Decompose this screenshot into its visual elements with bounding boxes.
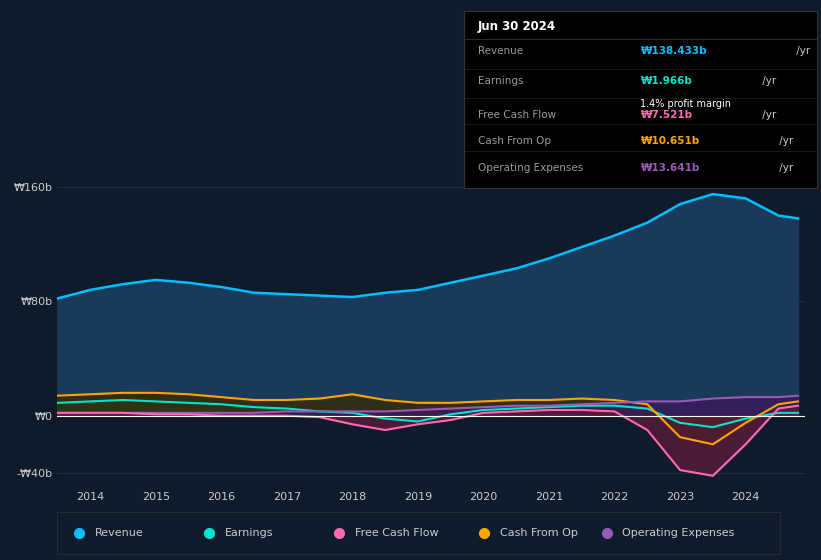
- Text: Jun 30 2024: Jun 30 2024: [478, 20, 556, 33]
- Text: Earnings: Earnings: [225, 529, 273, 538]
- Text: Earnings: Earnings: [478, 76, 524, 86]
- Text: /yr: /yr: [793, 46, 810, 57]
- Text: Free Cash Flow: Free Cash Flow: [478, 110, 556, 120]
- Text: Operating Expenses: Operating Expenses: [622, 529, 735, 538]
- Text: ₩1.966b: ₩1.966b: [640, 76, 692, 86]
- Text: /yr: /yr: [759, 110, 776, 120]
- Text: Cash From Op: Cash From Op: [500, 529, 577, 538]
- Text: Operating Expenses: Operating Expenses: [478, 163, 583, 173]
- Text: Cash From Op: Cash From Op: [478, 136, 551, 146]
- Text: Free Cash Flow: Free Cash Flow: [355, 529, 438, 538]
- Text: 1.4% profit margin: 1.4% profit margin: [640, 100, 732, 109]
- Text: ₩13.641b: ₩13.641b: [640, 163, 699, 173]
- Text: /yr: /yr: [776, 163, 793, 173]
- Text: Revenue: Revenue: [95, 529, 144, 538]
- Text: ₩7.521b: ₩7.521b: [640, 110, 692, 120]
- Text: Revenue: Revenue: [478, 46, 523, 57]
- Text: ₩138.433b: ₩138.433b: [640, 46, 707, 57]
- Text: ₩10.651b: ₩10.651b: [640, 136, 699, 146]
- Text: /yr: /yr: [776, 136, 793, 146]
- Text: /yr: /yr: [759, 76, 776, 86]
